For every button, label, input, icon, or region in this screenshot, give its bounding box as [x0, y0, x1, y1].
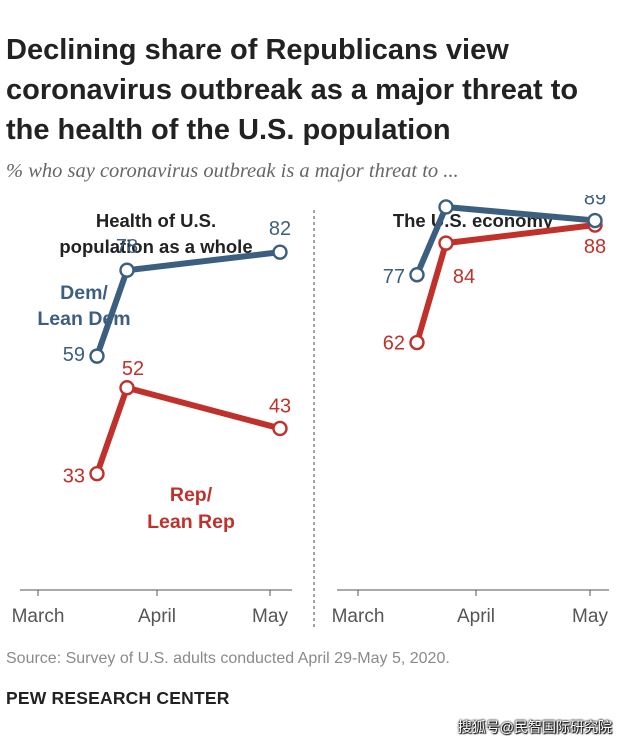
- dem-data-point: [409, 267, 425, 283]
- x-tick-label: May: [572, 606, 608, 627]
- dem-data-label: 77: [383, 266, 405, 288]
- dem-data-point: [272, 244, 288, 260]
- dem-series-label: Lean Dem: [37, 308, 130, 330]
- dem-series-label: Dem/: [60, 282, 108, 304]
- x-tick-label: May: [252, 606, 288, 627]
- rep-data-point: [438, 235, 454, 251]
- source-note: Source: Survey of U.S. adults conducted …: [6, 650, 450, 667]
- watermark: 搜狐号@民智国际研究院: [457, 719, 612, 735]
- x-tick-label: April: [138, 606, 176, 627]
- organization-name: PEW RESEARCH CENTER: [6, 688, 230, 708]
- rep-data-point: [119, 380, 135, 396]
- chart-title: Declining share of Republicans view coro…: [6, 34, 579, 146]
- chart-area: Health of U.S. population as a whole March…: [12, 195, 609, 630]
- rep-data-point: [89, 465, 105, 482]
- dem-data-label: 82: [269, 218, 291, 240]
- rep-data-label: 33: [63, 466, 85, 488]
- x-tick-label: March: [332, 606, 385, 627]
- panel-title-line: Health of U.S.: [96, 210, 216, 231]
- dem-data-point: [119, 262, 135, 278]
- rep-series-line: [94, 384, 281, 475]
- rep-series-label: Rep/: [170, 484, 213, 506]
- rep-data-point: [272, 420, 288, 437]
- dem-data-label: 59: [63, 344, 85, 366]
- rep-data-label: 84: [453, 266, 475, 288]
- rep-data-point: [409, 334, 425, 351]
- x-tick-label: March: [12, 606, 65, 627]
- x-tick-label: April: [457, 606, 495, 627]
- rep-data-label: 52: [122, 358, 144, 380]
- chart-subtitle: % who say coronavirus outbreak is a majo…: [6, 160, 459, 182]
- rep-data-label: 88: [584, 236, 606, 258]
- dem-data-point: [89, 348, 105, 364]
- rep-series-label: Lean Rep: [147, 511, 235, 533]
- dem-data-point: [438, 199, 454, 215]
- rep-data-label: 43: [269, 395, 291, 417]
- dem-data-label: 89: [584, 195, 606, 210]
- rep-data-label: 62: [383, 333, 405, 355]
- dem-data-label: 78: [116, 236, 138, 258]
- dem-data-point: [587, 212, 603, 229]
- panel-title-line: population as a whole: [59, 236, 252, 257]
- dem-data-label: 92: [435, 195, 457, 196]
